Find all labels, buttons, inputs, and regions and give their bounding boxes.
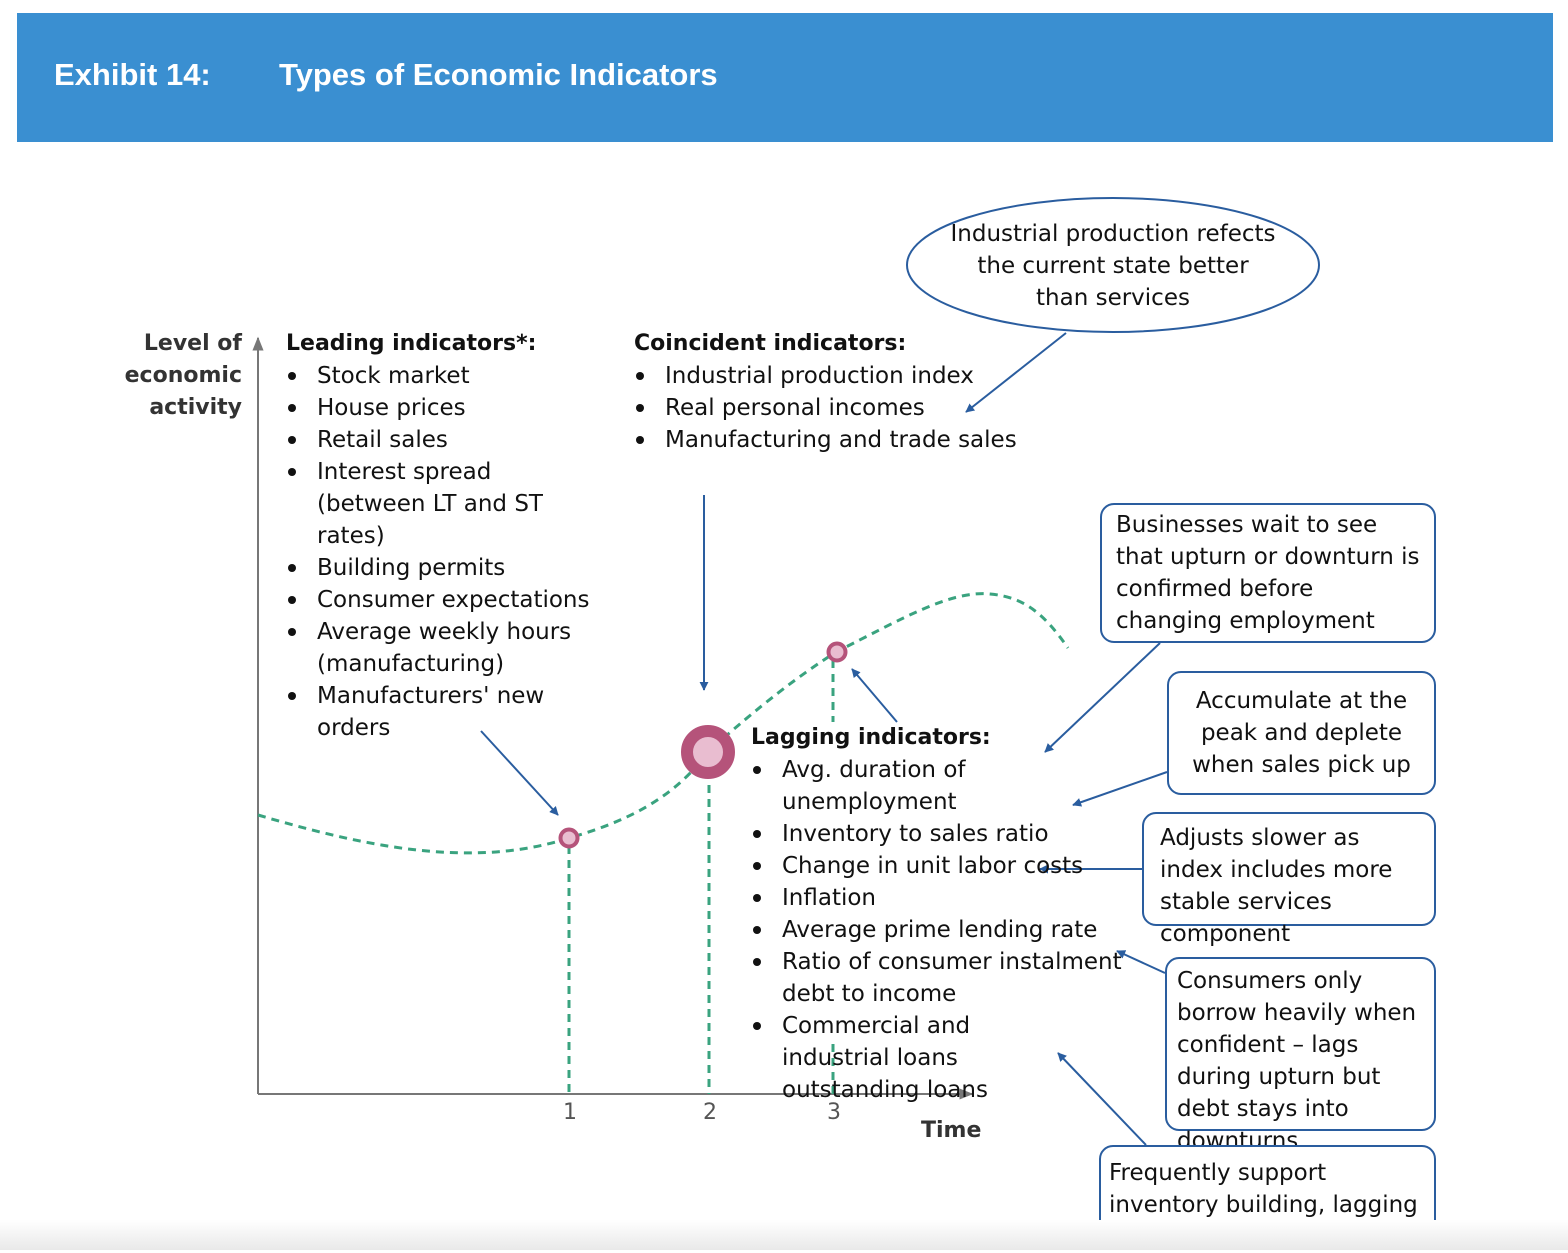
coincident-item: Manufacturing and trade sales (634, 424, 1034, 456)
exhibit-title: Types of Economic Indicators (279, 57, 718, 92)
adjusts-callout: Adjusts slower as index includes more st… (1142, 812, 1436, 947)
leading-item: Consumer expectations (286, 584, 596, 616)
x-tick-3: 3 (827, 1100, 841, 1125)
accumulate-callout: Accumulate at the peak and deplete when … (1167, 671, 1436, 795)
leading-item: House prices (286, 392, 596, 424)
lagging-marker (826, 641, 848, 663)
leading-item: Building permits (286, 552, 596, 584)
lagging-item: Inventory to sales ratio (751, 818, 1137, 850)
industrial-callout-text: Industrial production refects the curren… (950, 221, 1276, 311)
leading-marker (558, 827, 580, 849)
industrial-callout-ellipse (906, 197, 1320, 333)
arrow-to-lagging-marker (851, 668, 898, 723)
x-tick-1: 1 (563, 1100, 577, 1125)
lagging-indicators-block: Lagging indicators: Avg. duration of une… (751, 722, 1137, 1106)
coincident-heading: Coincident indicators: (634, 331, 907, 356)
leading-item: Manufacturers' new orders (286, 680, 557, 744)
coincident-marker (681, 725, 735, 779)
lagging-heading: Lagging indicators: (751, 725, 991, 750)
exhibit-number: Exhibit 14: (54, 57, 211, 92)
lagging-item: Average prime lending rate (751, 914, 1137, 946)
consumers-callout: Consumers only borrow heavily when confi… (1165, 957, 1436, 1154)
coincident-indicators-block: Coincident indicators: Industrial produc… (634, 328, 1034, 456)
leading-item: Stock market (286, 360, 596, 392)
lagging-item: Commercial and industrial loans outstand… (751, 1010, 1082, 1106)
arrow-consumers (1116, 950, 1166, 974)
arrow-accumulate (1072, 771, 1168, 807)
x-axis-label: Time (921, 1118, 982, 1143)
businesses-callout: Businesses wait to see that upturn or do… (1100, 503, 1436, 643)
coincident-item: Real personal incomes (634, 392, 1034, 424)
leading-item: Retail sales (286, 424, 596, 456)
leading-item: Average weekly hours (manufacturing) (286, 616, 577, 680)
arrow-to-leading-marker (480, 730, 559, 816)
bottom-fade (0, 1220, 1568, 1250)
lagging-item: Change in unit labor costs (751, 850, 1137, 882)
leading-item: Interest spread (between LT and ST rates… (286, 456, 557, 552)
lagging-item: Inflation (751, 882, 1137, 914)
x-tick-2: 2 (703, 1100, 717, 1125)
arrow-businesses (1044, 642, 1161, 753)
lagging-item: Ratio of consumer instalment debt to inc… (751, 946, 1122, 1010)
leading-heading: Leading indicators*: (286, 331, 537, 356)
y-axis-label: Level of economic activity (124, 331, 242, 420)
arrow-frequently (1057, 1052, 1147, 1146)
business-cycle-curve (257, 592, 1070, 855)
exhibit-header: Exhibit 14: Types of Economic Indicators (17, 13, 1553, 142)
lagging-item: Avg. duration of unemployment (751, 754, 1137, 818)
coincident-item: Industrial production index (634, 360, 1034, 392)
arrow-industrial (965, 332, 1067, 413)
leading-indicators-block: Leading indicators*: Stock market House … (286, 328, 596, 744)
